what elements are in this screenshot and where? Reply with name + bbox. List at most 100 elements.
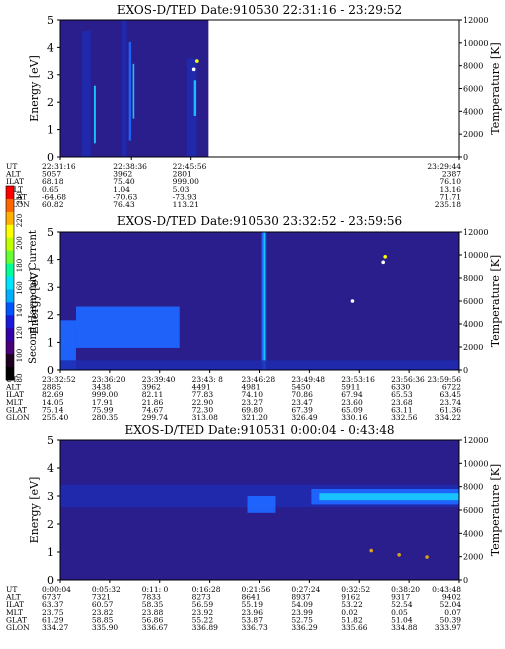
y-tick-label: 5 [47,226,54,239]
colorbar-segment [6,354,14,368]
spectrogram-band [319,493,459,501]
colorbar-segment [6,328,14,342]
colorbar-tick-label: 160 [16,281,24,294]
colorbar-segment [6,250,14,265]
table-cell: 82.69 [42,390,64,399]
table-cell: 23.75 [42,608,64,617]
table-cell: 51.04 [391,615,413,624]
table-cell: 23:32:52 [42,375,76,384]
table-cell: 9317 [391,593,410,602]
y2-tick-label: 0 [463,153,468,162]
colorbar-tick-label: 120 [16,326,24,339]
table-cell: 13.16 [440,185,462,194]
table-cell: 0:32:52 [341,585,370,594]
table-row-label: ALT [5,170,21,179]
colorbar-segment [6,302,14,316]
table-cell: 334.88 [391,623,417,632]
y2-tick-label: 4000 [463,320,483,329]
table-cell: 52.75 [291,615,313,624]
table-cell: 5911 [341,383,360,392]
y2-axis-label: Temperature [K] [489,464,502,556]
table-cell: 3962 [113,170,132,179]
table-cell: 23:53:16 [341,375,375,384]
table-cell: 22:31:16 [42,162,76,171]
y2-tick-label: 4000 [463,529,483,538]
colorbar-segment [6,276,14,290]
table-cell: 6737 [42,593,61,602]
table-row-label: MLT [6,185,23,194]
data-point [397,553,401,557]
spectrogram-band [132,63,135,119]
data-point [350,299,355,303]
table-cell: -70.63 [113,192,137,201]
table-cell: 53.22 [341,600,363,609]
spectrogram-band [186,58,197,157]
table-cell: 23:39:40 [142,375,176,384]
table-cell: 77.83 [192,390,214,399]
colorbar-segment [6,367,14,381]
table-cell: 22.90 [192,398,214,407]
table-cell: 72.30 [192,405,214,414]
table-cell: 23:59:56 [427,375,461,384]
y-tick-label: 3 [47,69,54,82]
table-cell: 63.37 [42,600,64,609]
y2-tick-label: 10000 [463,459,488,468]
table-cell: 0.65 [42,185,59,194]
table-cell: 255.40 [42,413,68,422]
spectrogram-band [128,41,132,141]
table-cell: 23:29:44 [427,162,461,171]
table-cell: 335.90 [92,623,118,632]
table-cell: 67.39 [291,405,313,414]
spectrogram-band [263,232,266,370]
table-cell: 76.43 [113,200,135,209]
table-cell: 23.68 [391,398,413,407]
y-axis-label: Energy [eV] [28,55,41,122]
y-axis-label: Energy [eV] [28,268,41,335]
table-cell: 8273 [192,593,211,602]
panel-title: EXOS-D/TED Date:910531 0:00:04 - 0:43:48 [124,423,394,437]
y2-tick-label: 6000 [463,85,483,94]
table-cell: 51.82 [341,615,363,624]
y-tick-label: 1 [47,124,54,137]
table-row-label: ILAT [6,600,24,609]
table-cell: 58.85 [92,615,114,624]
table-row-label: ALT [5,383,21,392]
table-cell: 334.27 [42,623,68,632]
y2-tick-label: 8000 [463,483,483,492]
y2-tick-label: 6000 [463,297,483,306]
spectrogram-band [81,30,91,157]
no-data-region [208,20,459,157]
table-cell: 67.94 [341,390,363,399]
table-cell: 0:27:24 [291,585,320,594]
y-tick-label: 4 [47,462,54,475]
table-cell: 2885 [42,383,61,392]
y2-tick-label: 4000 [463,107,483,116]
colorbar-tick-label: 80 [16,374,24,383]
colorbar-segment [6,289,14,303]
table-cell: 9162 [341,593,360,602]
y2-tick-label: 12000 [463,228,488,237]
y2-tick-label: 12000 [463,16,488,25]
table-row-label: GLON [6,623,30,632]
colorbar-tick-label: 100 [16,349,24,362]
y2-tick-label: 6000 [463,506,483,515]
y2-tick-label: 2000 [463,343,483,352]
colorbar-segment [6,186,14,200]
table-cell: 52.04 [440,600,462,609]
y-tick-label: 3 [47,281,54,294]
table-cell: 334.22 [435,413,461,422]
table-cell: 7321 [92,593,111,602]
colorbar-segment [6,224,14,239]
table-cell: 56.86 [142,615,164,624]
colorbar-segment [6,237,14,252]
table-cell: 23:36:20 [92,375,126,384]
table-cell: 299.74 [142,413,168,422]
table-row-label: ILAT [6,177,24,186]
spectrogram-band [60,320,76,370]
table-row-label: UT [6,585,17,594]
table-row-label: MLT [6,398,23,407]
table-cell: 332.56 [391,413,417,422]
table-cell: 55.22 [192,615,214,624]
table-cell: 0:05:32 [92,585,121,594]
